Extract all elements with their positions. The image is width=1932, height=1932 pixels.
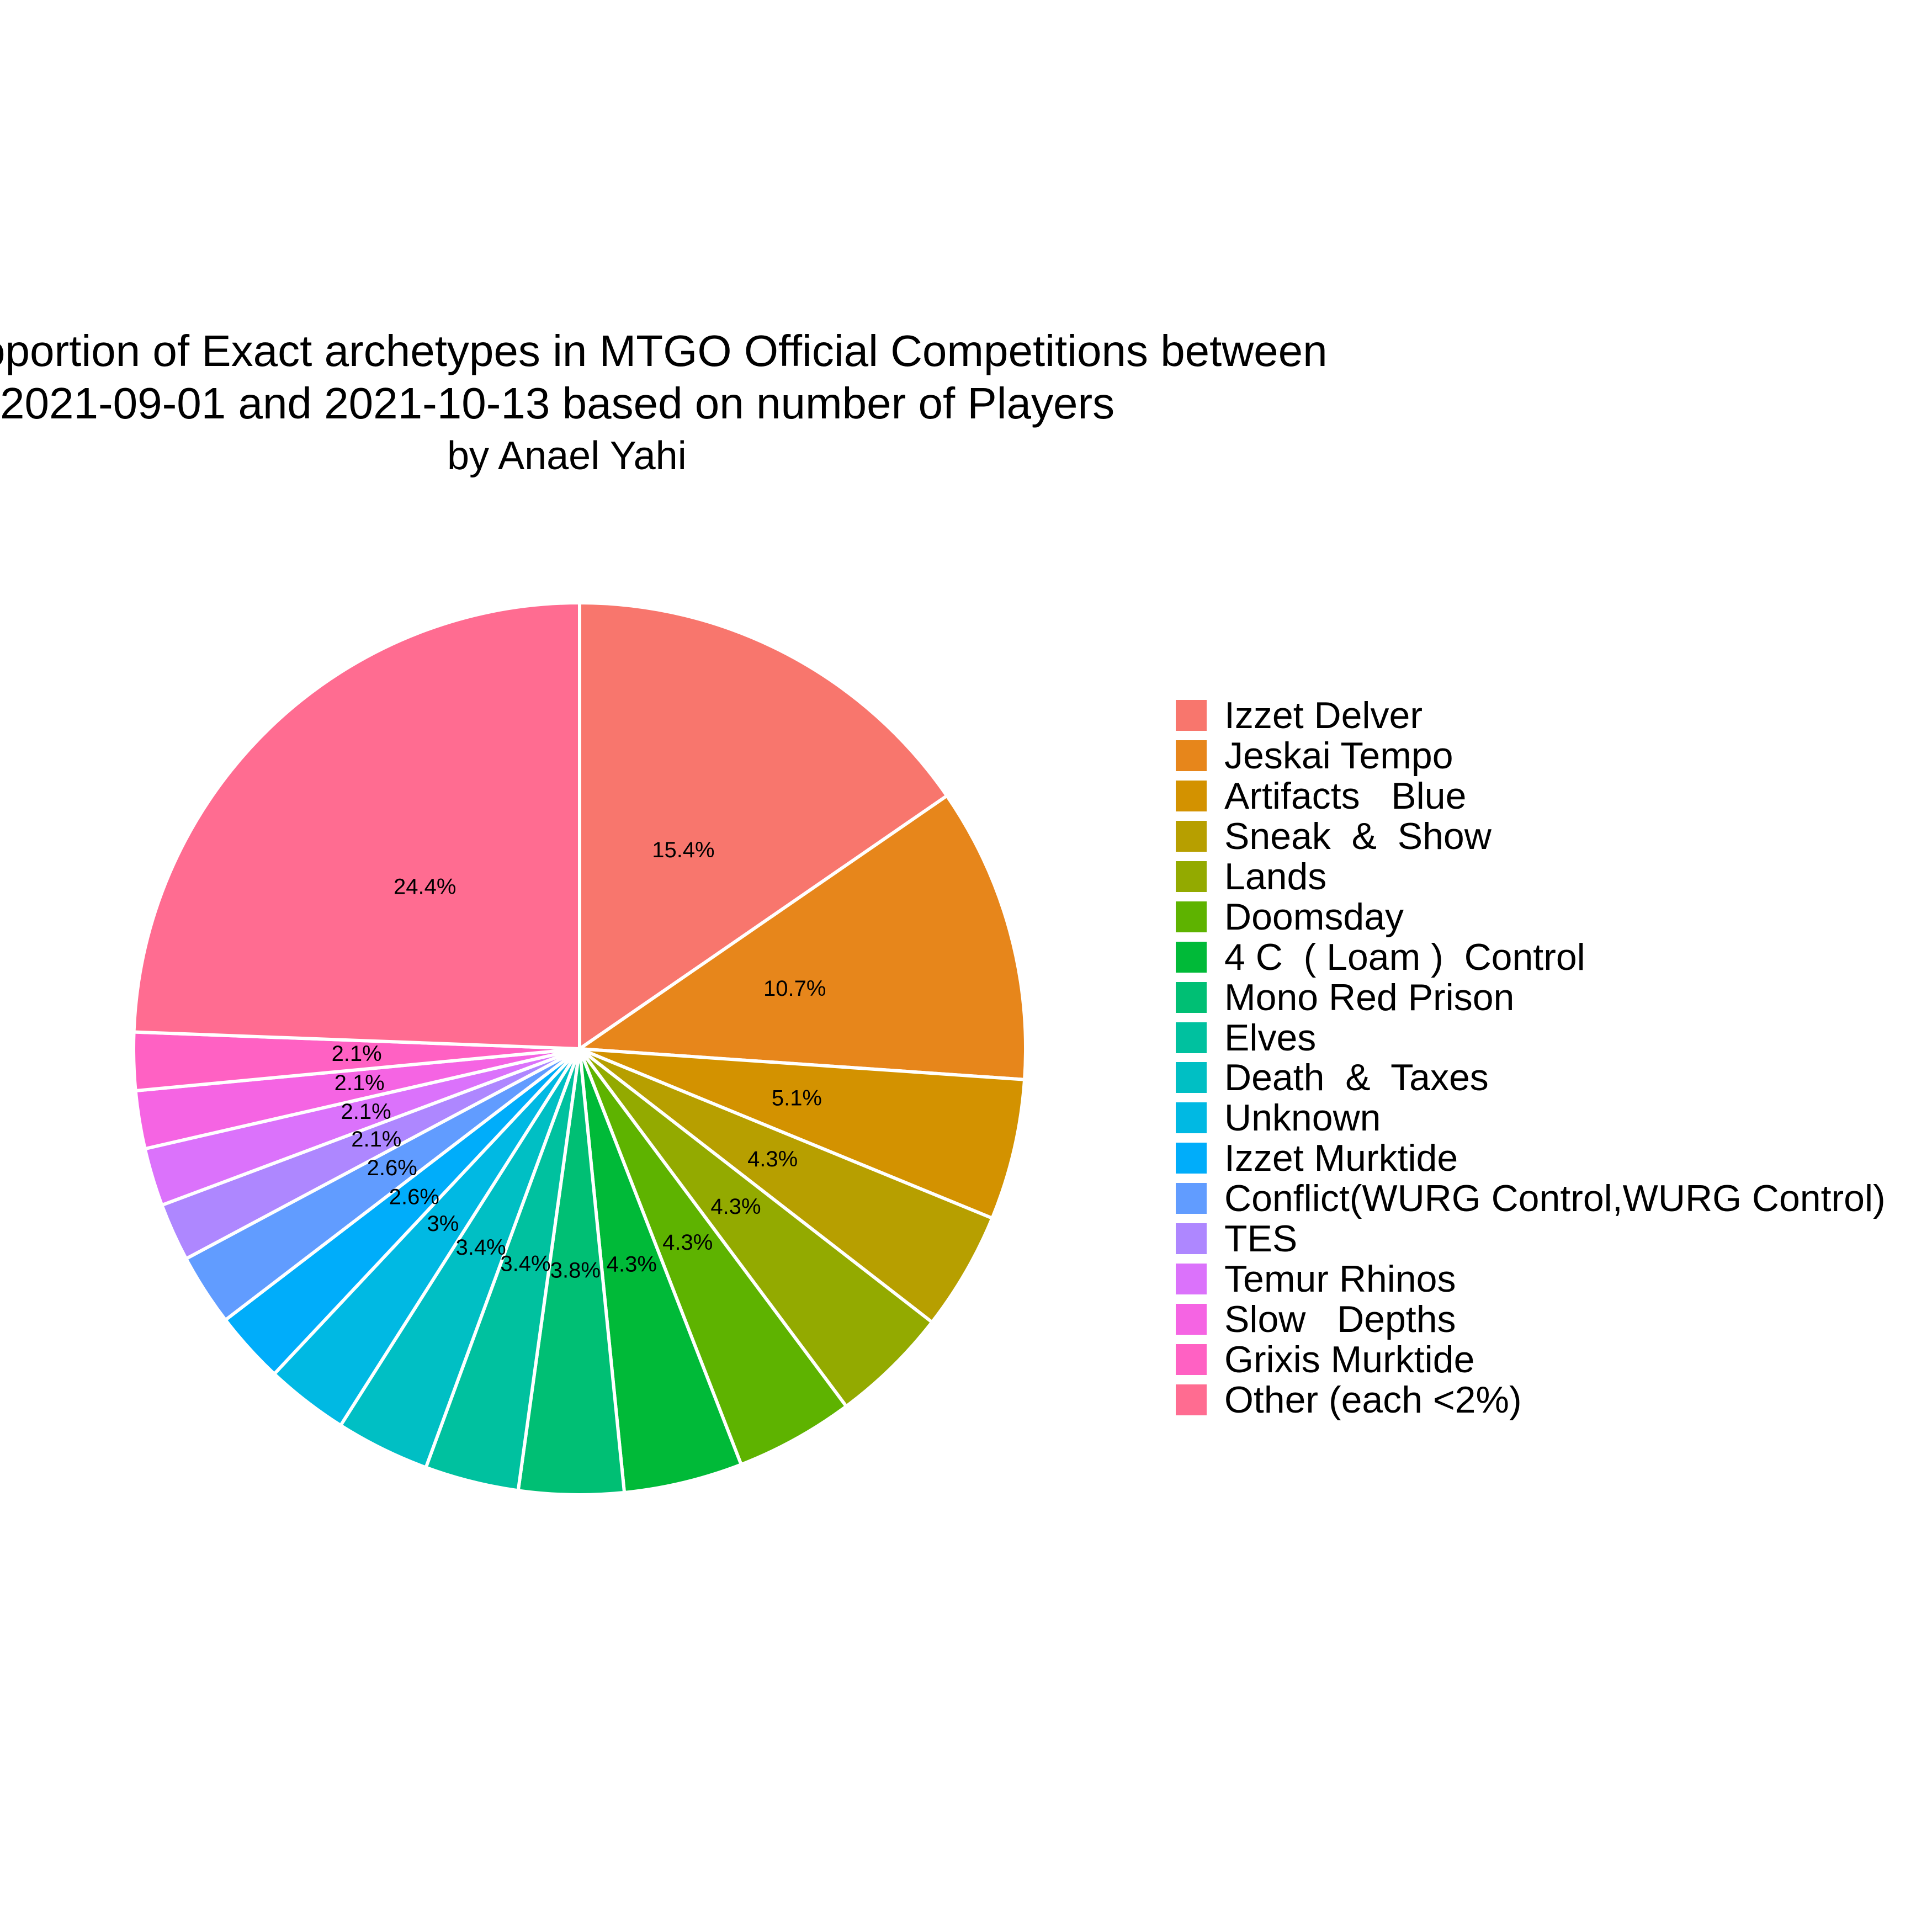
legend-swatch (1176, 1062, 1207, 1094)
legend-label: Artifacts Blue (1224, 775, 1467, 818)
legend-label: Mono Red Prison (1224, 976, 1515, 1018)
legend-swatch (1176, 941, 1207, 973)
pie-slice-artifacts-blue (578, 1047, 1027, 1220)
legend-label: Unknown (1224, 1097, 1381, 1139)
legend-item-death-taxes: Death & Taxes (1176, 1057, 1886, 1099)
legend-item-conflict-wurg-control-wurg-control: Conflict(WURG Control,WURG Control) (1176, 1177, 1886, 1220)
pie-slice-label-mono-red-prison: 3.8% (550, 1258, 601, 1282)
legend-item-lands: Lands (1176, 856, 1886, 898)
pie-slice-label-temur-rhinos: 2.1% (341, 1100, 391, 1124)
legend-swatch (1176, 1183, 1207, 1214)
pie-slice-label-conflict-wurg-control-wurg-control: 2.6% (367, 1156, 417, 1180)
pie-slice-label-izzet-murktide: 2.6% (389, 1185, 439, 1209)
legend-item-izzet-murktide: Izzet Murktide (1176, 1137, 1886, 1180)
legend-label: TES (1224, 1218, 1298, 1260)
legend-item-izzet-delver: Izzet Delver (1176, 694, 1886, 737)
legend-swatch (1176, 861, 1207, 892)
legend-swatch (1176, 700, 1207, 731)
legend-label: 4 C ( Loam ) Control (1224, 936, 1585, 978)
chart-legend: Izzet Delver Jeskai Tempo Artifacts Blue Sn… (1176, 694, 1886, 1421)
legend-swatch (1176, 1384, 1207, 1415)
pie-slice-label-other-each-2: 24.4% (394, 875, 456, 899)
legend-swatch (1176, 821, 1207, 852)
pie-slice-label-death-taxes: 3.4% (456, 1235, 506, 1260)
legend-swatch (1176, 1022, 1207, 1053)
legend-swatch (1176, 981, 1207, 1013)
legend-item-unknown: Unknown (1176, 1097, 1886, 1139)
legend-label: Conflict(WURG Control,WURG Control) (1224, 1177, 1886, 1220)
legend-item-elves: Elves (1176, 1016, 1886, 1059)
pie-slice-label-artifacts-blue: 5.1% (772, 1086, 822, 1110)
legend-swatch (1176, 740, 1207, 772)
pie-slice-lands (578, 1047, 935, 1409)
legend-item-sneak-show: Sneak & Show (1176, 815, 1886, 858)
legend-label: Other (each <2%) (1224, 1378, 1522, 1421)
legend-label: Lands (1224, 856, 1327, 898)
pie-slice-label-slow-depths: 2.1% (335, 1071, 385, 1095)
pie-slice-jeskai-tempo (575, 793, 1027, 1082)
legend-swatch (1176, 1223, 1207, 1255)
pie-slice-label-grixis-murktide: 2.1% (332, 1042, 382, 1066)
legend-swatch (1176, 781, 1207, 812)
legend-swatch (1176, 1303, 1207, 1335)
pie-slice-label-jeskai-tempo: 10.7% (763, 976, 826, 1001)
legend-item-grixis-murktide: Grixis Murktide (1176, 1338, 1886, 1381)
pie-slice-label-unknown: 3% (427, 1212, 459, 1236)
legend-swatch (1176, 1143, 1207, 1174)
pie-slice-sneak-show (578, 1047, 995, 1325)
pie-slice-label-lands: 4.3% (710, 1195, 761, 1219)
pie-slice-other-each-2 (132, 601, 581, 1051)
legend-label: Death & Taxes (1224, 1057, 1489, 1099)
legend-label: Sneak & Show (1224, 815, 1492, 858)
legend-label: Izzet Murktide (1224, 1137, 1458, 1180)
legend-item-doomsday: Doomsday (1176, 895, 1886, 938)
pie-slice-4-c-loam-control (578, 1048, 744, 1495)
legend-item-jeskai-tempo: Jeskai Tempo (1176, 735, 1886, 777)
pie-slice-label-4-c-loam-control: 4.3% (607, 1252, 657, 1276)
legend-item-slow-depths: Slow Depths (1176, 1298, 1886, 1340)
pie-slice-label-tes: 2.1% (351, 1127, 401, 1151)
legend-item-artifacts-blue: Artifacts Blue (1176, 775, 1886, 818)
legend-item-tes: TES (1176, 1218, 1886, 1260)
pie-slice-mono-red-prison (516, 1048, 627, 1496)
legend-swatch (1176, 1344, 1207, 1375)
pie-slice-label-izzet-delver: 15.4% (652, 838, 714, 862)
legend-item-mono-red-prison: Mono Red Prison (1176, 976, 1886, 1018)
legend-item-temur-rhinos: Temur Rhinos (1176, 1257, 1886, 1300)
pie-slice-doomsday (578, 1048, 849, 1467)
legend-label: Izzet Delver (1224, 694, 1423, 737)
legend-label: Jeskai Tempo (1224, 735, 1453, 777)
legend-swatch (1176, 1102, 1207, 1134)
legend-label: Elves (1224, 1016, 1317, 1059)
legend-label: Temur Rhinos (1224, 1257, 1456, 1300)
legend-label: Doomsday (1224, 895, 1404, 938)
pie-slices (132, 601, 1027, 1496)
legend-swatch (1176, 901, 1207, 932)
pie-slice-label-elves: 3.4% (500, 1251, 550, 1276)
legend-label: Grixis Murktide (1224, 1338, 1475, 1381)
legend-label: Slow Depths (1224, 1298, 1456, 1340)
pie-slice-label-sneak-show: 4.3% (747, 1147, 798, 1171)
legend-item-other-each-2: Other (each <2%) (1176, 1378, 1886, 1421)
legend-swatch (1176, 1263, 1207, 1294)
pie-slice-labels: 15.4%10.7%5.1%4.3%4.3%4.3%4.3%3.8%3.4%3.… (332, 838, 826, 1283)
pie-slice-izzet-delver (578, 601, 949, 1052)
legend-item-4-c-loam-control: 4 C ( Loam ) Control (1176, 936, 1886, 978)
pie-slice-label-doomsday: 4.3% (662, 1230, 713, 1255)
